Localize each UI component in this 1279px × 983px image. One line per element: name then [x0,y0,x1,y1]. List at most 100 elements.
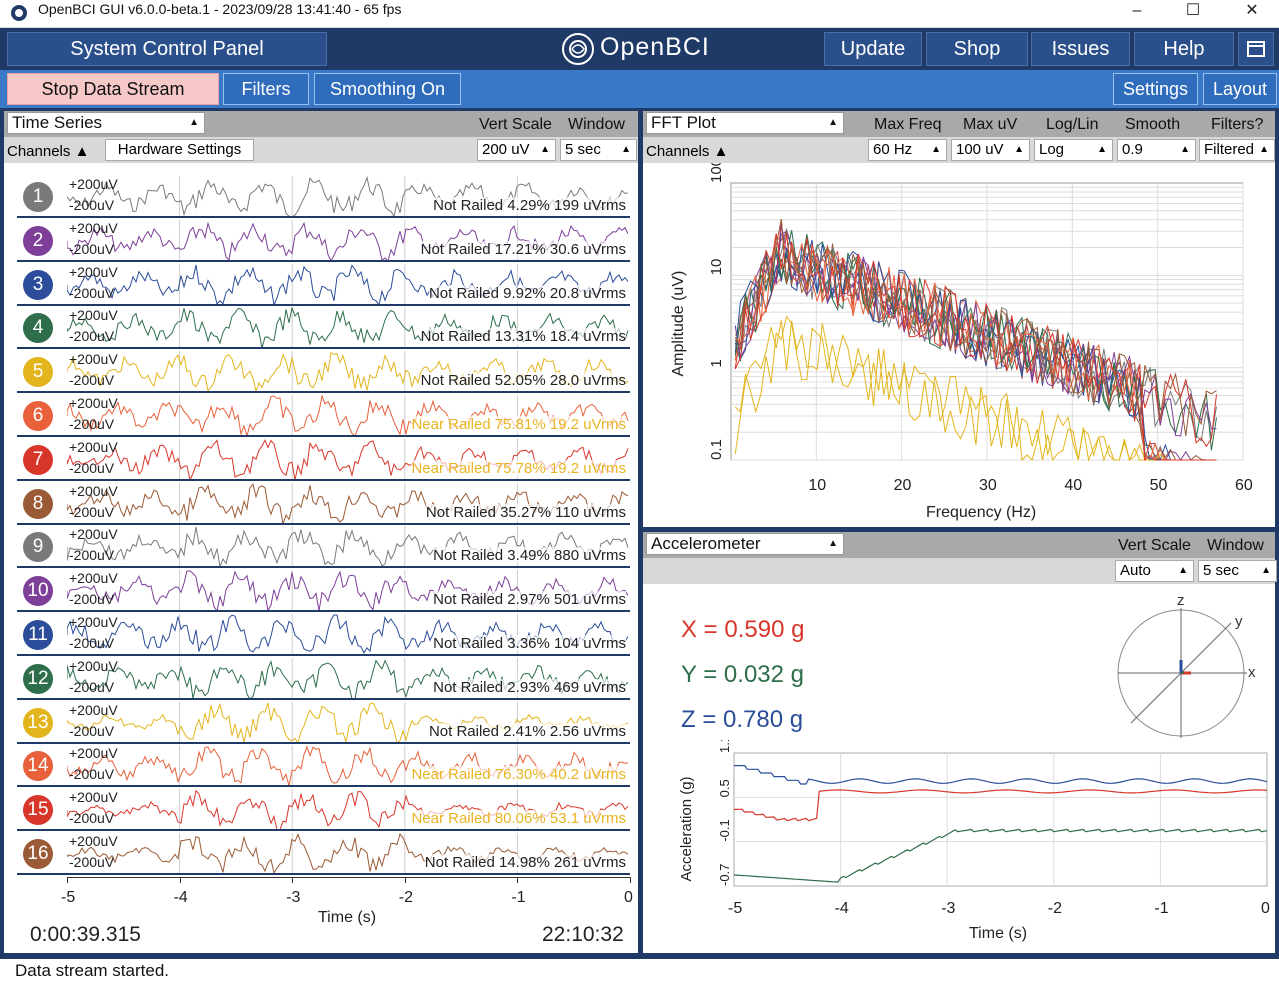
channel-row: 5 +200uV -200uV Not Railed 52.05% 28.0 uVrm… [17,351,630,394]
help-button[interactable]: Help [1134,32,1234,66]
channel-row: 15 +200uV -200uV Near Railed 80.06% 53.1 uV… [17,789,630,832]
dropdown-arrow-icon: ▲ [540,144,550,155]
channels-label: Channels [7,143,71,160]
channels-label: Channels [646,143,710,160]
smooth-select[interactable]: 0.9 ▲ [1117,139,1196,161]
channel-row: 13 +200uV -200uV Not Railed 2.41% 2.56 uVrm… [17,701,630,744]
window-titlebar: OpenBCI GUI v6.0.0-beta.1 - 2023/09/28 1… [0,0,1279,28]
hardware-settings-button[interactable]: Hardware Settings [105,139,254,161]
minimize-icon[interactable]: – [1132,2,1142,19]
max-uv-select[interactable]: 100 uV ▲ [951,139,1030,161]
stop-data-stream-button[interactable]: Stop Data Stream [7,73,219,105]
channel-plus-label: +200uV [69,745,118,762]
fft-series-line [734,234,1217,461]
channel-toggle-button[interactable]: 14 [23,751,53,782]
fft-widget-select[interactable]: FFT Plot ▲ [646,112,844,134]
update-button[interactable]: Update [824,32,922,66]
timeseries-tick-mark [292,877,294,883]
filters-button[interactable]: Filters [223,73,309,105]
channel-toggle-button[interactable]: 6 [23,401,53,431]
channel-toggle-button[interactable]: 7 [23,444,53,475]
timeseries-tick-mark [517,877,519,883]
accel-xtick: -2 [1048,900,1062,917]
channel-toggle-button[interactable]: 2 [23,225,53,256]
channel-toggle-button[interactable]: 16 [23,839,53,869]
brand-name: OpenBCI [600,33,710,61]
status-bar: Data stream started. [0,953,1279,983]
timeseries-x-axis [67,877,630,878]
accel-xtick: -5 [728,900,742,917]
axis-x-label: x [1248,664,1256,681]
channel-toggle-button[interactable]: 12 [23,663,53,694]
status-message: Data stream started. [15,961,170,980]
issues-button[interactable]: Issues [1031,32,1130,66]
smoothing-button[interactable]: Smoothing On [314,73,461,105]
window-select[interactable]: 5 sec ▲ [560,139,637,161]
accel-ytick: 1.1 [717,740,732,753]
accel-xlabel: Time (s) [969,925,1027,942]
channel-row: 12 +200uV -200uV Not Railed 2.93% 469 uVrms [17,657,630,700]
channel-trace [67,659,629,698]
channel-plus-label: +200uV [69,657,118,674]
vert-scale-select[interactable]: 200 uV ▲ [477,139,556,161]
accel-y-value: Y = 0.032 g [681,661,804,688]
channel-plus-label: +200uV [69,263,118,280]
fft-ytick: 1 [708,359,725,367]
max-freq-select[interactable]: 60 Hz ▲ [868,139,947,161]
channel-toggle-button[interactable]: 3 [23,269,53,300]
channel-toggle-button[interactable]: 1 [23,182,53,212]
channel-toggle-button[interactable]: 9 [23,532,53,563]
fft-series-line [734,230,1217,461]
close-icon[interactable]: ✕ [1245,2,1259,19]
channel-plus-label: +200uV [69,176,118,192]
accel-widget-select[interactable]: Accelerometer ▲ [646,533,844,555]
channel-toggle-button[interactable]: 5 [23,357,53,388]
accel-ytick: -0.7 [717,864,732,886]
channel-minus-label: -200uV [69,372,115,389]
fft-series-line [734,239,1217,461]
filtered-select[interactable]: Filtered ▲ [1199,139,1275,161]
channel-toggle-button[interactable]: 11 [23,620,53,650]
clock-time: 22:10:32 [542,923,624,946]
smooth-label: Smooth [1125,116,1181,133]
channel-toggle-button[interactable]: 13 [23,707,53,738]
loglin-select[interactable]: Log ▲ [1034,139,1113,161]
dropdown-arrow-icon: ▲ [621,144,631,155]
timeseries-tick-mark [67,877,68,883]
channel-minus-label: -200uV [69,328,115,345]
channel-toggle-button[interactable]: 8 [23,488,53,519]
accel-vert-scale-select[interactable]: Auto ▲ [1115,560,1194,582]
accel-chart: -5 -4 -3 -2 -1 0 1.1 0.5 -0.1 -0.7 Time (s) Acceler… [678,740,1270,942]
channel-toggle-button[interactable]: 4 [23,313,53,344]
channel-status: Not Railed 3.36% 104 uVrms [433,635,626,652]
divider [0,108,4,953]
accel-window-select[interactable]: 5 sec ▲ [1198,560,1277,582]
channels-toggle[interactable]: Channels ▲ [646,143,728,160]
accel-ytick: -0.1 [717,819,732,841]
screenshot-icon[interactable] [1238,32,1274,66]
maximize-icon[interactable]: ☐ [1185,2,1201,19]
channels-toggle[interactable]: Channels ▲ [7,143,89,160]
shop-button[interactable]: Shop [926,32,1028,66]
channel-minus-label: -200uV [69,416,115,432]
channel-status: Not Railed 4.29% 199 uVrms [433,197,626,214]
timeseries-tick-mark [630,877,631,883]
channel-status: Not Railed 3.49% 880 uVrms [433,547,626,565]
dropdown-arrow-icon: ▲ [189,117,199,128]
openbci-logo: OpenBCI [560,31,730,67]
triangle-up-icon: ▲ [74,143,90,160]
divider [643,527,1279,532]
channel-toggle-button[interactable]: 10 [23,576,53,607]
channel-minus-label: -200uV [69,635,115,651]
timeseries-widget-select[interactable]: Time Series ▲ [7,112,205,134]
channel-waveform [67,351,629,392]
channel-plus-label: +200uV [69,789,118,806]
timeseries-xtick: 0 [624,889,633,906]
window-value: 5 sec [565,141,601,158]
dropdown-arrow-icon: ▲ [828,117,838,128]
settings-button[interactable]: Settings [1113,73,1198,105]
system-control-panel-button[interactable]: System Control Panel [7,32,327,66]
channel-toggle-button[interactable]: 15 [23,795,53,826]
layout-button[interactable]: Layout [1203,73,1277,105]
vert-scale-label: Vert Scale [1118,537,1191,554]
